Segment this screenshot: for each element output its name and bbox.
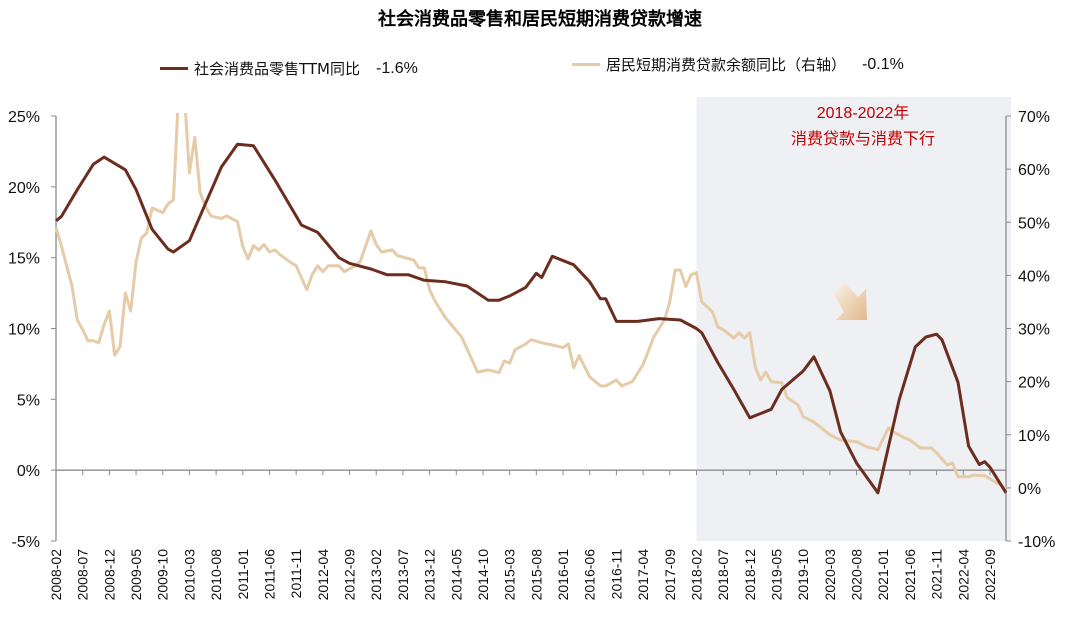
legend-label-retail: 社会消费品零售TTM同比 bbox=[194, 60, 361, 78]
legend-value-retail: -1.6% bbox=[376, 59, 418, 77]
left-axis-tick-label: 15% bbox=[8, 251, 40, 268]
legend-swatch-loan bbox=[572, 63, 600, 66]
right-axis-tick-label: 0% bbox=[1018, 481, 1041, 498]
right-axis-tick-label: 70% bbox=[1018, 109, 1050, 126]
x-axis-tick-label: 2011-06 bbox=[261, 549, 277, 600]
x-axis-tick-label: 2017-04 bbox=[635, 549, 651, 601]
x-axis-tick-label: 2016-01 bbox=[555, 549, 571, 601]
x-axis-tick-label: 2013-12 bbox=[422, 549, 438, 601]
x-axis-tick-label: 2008-02 bbox=[48, 549, 64, 601]
left-axis-tick-label: 0% bbox=[17, 463, 40, 480]
right-axis-tick-label: 10% bbox=[1018, 428, 1050, 445]
x-axis-tick-label: 2020-08 bbox=[849, 549, 865, 601]
x-axis-tick-label: 2021-01 bbox=[875, 549, 891, 601]
legend-value-loan: -0.1% bbox=[862, 55, 904, 73]
x-axis-tick-label: 2017-09 bbox=[662, 549, 678, 601]
down-arrow-icon bbox=[834, 283, 867, 320]
x-axis-tick-label: 2009-05 bbox=[128, 549, 144, 601]
x-axis-tick-label: 2010-08 bbox=[208, 549, 224, 601]
x-axis-tick-label: 2022-09 bbox=[982, 549, 998, 601]
x-axis-tick-label: 2021-06 bbox=[902, 549, 918, 601]
x-axis-tick-label: 2009-10 bbox=[155, 549, 171, 601]
legend-item-loan: 居民短期消费贷款余额同比（右轴） -0.1% bbox=[572, 54, 904, 75]
x-axis-tick-label: 2008-07 bbox=[75, 549, 91, 601]
chart-title: 社会消费品零售和居民短期消费贷款增速 bbox=[378, 9, 702, 30]
right-axis-tick-label: 40% bbox=[1018, 268, 1050, 285]
x-axis-tick-label: 2008-12 bbox=[101, 549, 117, 601]
x-axis-tick-label: 2022-04 bbox=[955, 549, 971, 601]
x-axis-tick-label: 2015-03 bbox=[502, 549, 518, 601]
x-axis-tick-label: 2010-03 bbox=[181, 549, 197, 601]
right-axis-tick-label: 30% bbox=[1018, 322, 1050, 339]
left-axis-tick-label: 25% bbox=[8, 109, 40, 126]
x-axis-tick-label: 2016-06 bbox=[582, 549, 598, 601]
legend-label-loan: 居民短期消费贷款余额同比（右轴） bbox=[606, 56, 847, 74]
series-line-retail-sales bbox=[55, 142, 1008, 495]
x-axis-tick-label: 2018-02 bbox=[688, 549, 704, 601]
x-axis-tick-label: 2015-08 bbox=[528, 549, 544, 601]
x-axis-tick-label: 2014-10 bbox=[475, 549, 491, 601]
legend-item-retail: 社会消费品零售TTM同比 -1.6% bbox=[160, 58, 418, 79]
x-axis-tick-label: 2020-03 bbox=[822, 549, 838, 601]
x-axis-tick-label: 2019-10 bbox=[795, 549, 811, 601]
x-axis-tick-label: 2013-02 bbox=[368, 549, 384, 601]
x-axis-tick-label: 2012-04 bbox=[315, 549, 331, 601]
right-axis-tick-label: -10% bbox=[1018, 534, 1055, 551]
annotation-line-1: 2018-2022年 bbox=[817, 104, 910, 122]
left-axis-tick-label: 20% bbox=[8, 180, 40, 197]
x-axis-tick-label: 2011-01 bbox=[235, 549, 251, 600]
x-axis-tick-label: 2012-09 bbox=[342, 549, 358, 601]
x-axis-tick-label: 2018-12 bbox=[742, 549, 758, 601]
x-axis-tick-label: 2018-07 bbox=[715, 549, 731, 601]
x-axis-tick-label: 2019-05 bbox=[769, 549, 785, 601]
right-axis-tick-label: 50% bbox=[1018, 215, 1050, 232]
right-axis-tick-label: 20% bbox=[1018, 375, 1050, 392]
left-axis-tick-label: -5% bbox=[12, 534, 40, 551]
x-axis-tick-label: 2014-05 bbox=[448, 549, 464, 601]
x-axis-tick-label: 2011-11 bbox=[288, 549, 304, 599]
left-axis-tick-label: 5% bbox=[17, 392, 40, 409]
legend-swatch-retail bbox=[160, 67, 188, 70]
annotation-line-2: 消费贷款与消费下行 bbox=[791, 129, 935, 148]
x-axis-tick-label: 2021-11 bbox=[929, 549, 945, 600]
right-axis-tick-label: 60% bbox=[1018, 162, 1050, 179]
x-axis-tick-label: 2016-11 bbox=[608, 549, 624, 600]
x-axis-tick-label: 2013-07 bbox=[395, 549, 411, 601]
series-line-consumer-loans bbox=[54, 113, 1007, 490]
left-axis-tick-label: 10% bbox=[8, 322, 40, 339]
